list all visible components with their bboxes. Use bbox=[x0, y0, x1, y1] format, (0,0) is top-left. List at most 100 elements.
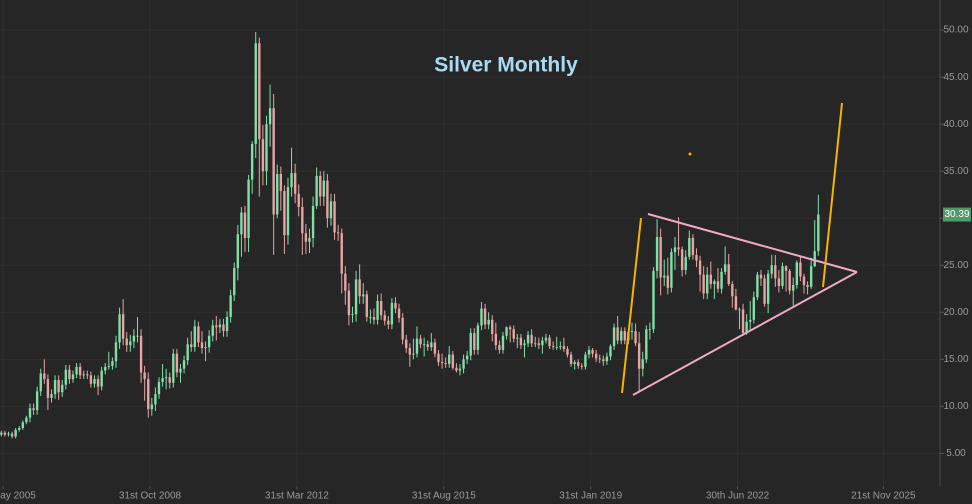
candle-body bbox=[111, 361, 114, 366]
candle-body bbox=[548, 337, 551, 347]
x-tick-label: 31st Oct 2008 bbox=[119, 491, 182, 502]
candle-body bbox=[440, 362, 444, 364]
candle-body bbox=[569, 354, 573, 365]
x-tick-label: 21st Nov 2025 bbox=[851, 491, 916, 502]
candle-body bbox=[487, 319, 490, 325]
candle-body bbox=[290, 173, 293, 188]
candle-body bbox=[451, 354, 455, 368]
candle-body bbox=[412, 353, 415, 355]
candle-body bbox=[190, 344, 193, 348]
candle-body bbox=[437, 353, 440, 363]
candle-body bbox=[107, 365, 111, 367]
candle-body bbox=[784, 266, 788, 271]
candle-body bbox=[734, 296, 738, 310]
candle-body bbox=[738, 309, 741, 311]
candle-body bbox=[684, 256, 687, 270]
candle-body bbox=[723, 264, 727, 272]
candle-body bbox=[448, 354, 451, 365]
candle-body bbox=[329, 201, 333, 219]
candle-body bbox=[96, 379, 100, 387]
candle-body bbox=[286, 187, 290, 236]
candle-body bbox=[415, 338, 419, 354]
candle-body bbox=[229, 295, 232, 317]
candle-body bbox=[799, 262, 802, 277]
candle-body bbox=[200, 342, 204, 349]
candle-body bbox=[265, 124, 268, 172]
candle-body bbox=[233, 268, 236, 296]
candle-body bbox=[809, 266, 813, 287]
candle-body bbox=[319, 175, 322, 197]
candle-body bbox=[139, 335, 143, 373]
candle-body bbox=[634, 331, 637, 344]
candle-body bbox=[121, 314, 125, 339]
candle-body bbox=[344, 273, 347, 291]
y-tick-label: 15.00 bbox=[943, 354, 968, 365]
candle-body bbox=[326, 180, 329, 219]
y-tick-label: 10.00 bbox=[943, 401, 968, 412]
candle-body bbox=[225, 316, 229, 332]
candle-body bbox=[702, 274, 705, 294]
candle-body bbox=[71, 374, 75, 380]
candle-body bbox=[709, 274, 713, 285]
candle-body bbox=[806, 285, 809, 287]
candle-body bbox=[645, 329, 648, 360]
candle-body bbox=[777, 278, 781, 286]
candle-body bbox=[802, 276, 806, 286]
candle-body bbox=[727, 264, 730, 285]
candle-body bbox=[731, 284, 734, 297]
candle-body bbox=[35, 391, 39, 411]
candle-body bbox=[652, 270, 655, 330]
candle-body bbox=[512, 329, 515, 339]
candle-body bbox=[648, 329, 652, 331]
candle-body bbox=[82, 374, 85, 376]
candle-body bbox=[118, 314, 121, 343]
candle-body bbox=[93, 379, 96, 384]
candle-body bbox=[605, 356, 609, 362]
candle-body bbox=[433, 342, 437, 354]
chart-title: Silver Monthly bbox=[434, 54, 578, 77]
y-tick-label: 45.00 bbox=[943, 72, 968, 83]
candle-body bbox=[154, 394, 157, 405]
candle-body bbox=[749, 319, 752, 322]
candle-body bbox=[609, 346, 612, 357]
candle-body bbox=[39, 373, 42, 392]
candle-body bbox=[136, 335, 139, 337]
candle-body bbox=[817, 214, 820, 252]
candle-body bbox=[28, 408, 32, 418]
candle-body bbox=[480, 308, 483, 326]
marker-dot bbox=[688, 152, 692, 156]
last-price-label: 30.39 bbox=[944, 209, 969, 220]
candle-body bbox=[465, 355, 469, 360]
candle-body bbox=[473, 332, 476, 350]
candle-body bbox=[641, 359, 644, 369]
candle-body bbox=[276, 174, 279, 215]
candle-body bbox=[426, 344, 429, 348]
candle-body bbox=[422, 344, 426, 346]
candle-body bbox=[756, 274, 759, 298]
candle-body bbox=[419, 338, 422, 345]
candle-body bbox=[494, 333, 498, 346]
candle-body bbox=[0, 432, 3, 435]
candle-body bbox=[551, 346, 555, 348]
candle-body bbox=[580, 365, 584, 367]
candle-body bbox=[562, 346, 566, 349]
candle-body bbox=[695, 254, 698, 261]
candle-body bbox=[741, 309, 745, 333]
candle-body bbox=[745, 321, 748, 333]
candle-body bbox=[663, 275, 666, 278]
candle-body bbox=[322, 180, 326, 197]
candle-body bbox=[157, 381, 161, 395]
candle-body bbox=[218, 324, 222, 328]
candle-body bbox=[577, 362, 580, 366]
candle-body bbox=[720, 271, 723, 289]
candle-body bbox=[498, 345, 501, 350]
y-tick-label: 35.00 bbox=[943, 166, 968, 177]
candle-body bbox=[125, 338, 128, 346]
grid bbox=[0, 0, 940, 486]
candle-body bbox=[240, 212, 243, 235]
candle-body bbox=[86, 374, 89, 376]
candle-body bbox=[387, 320, 390, 325]
candle-body bbox=[587, 349, 591, 355]
candle-body bbox=[68, 369, 71, 380]
